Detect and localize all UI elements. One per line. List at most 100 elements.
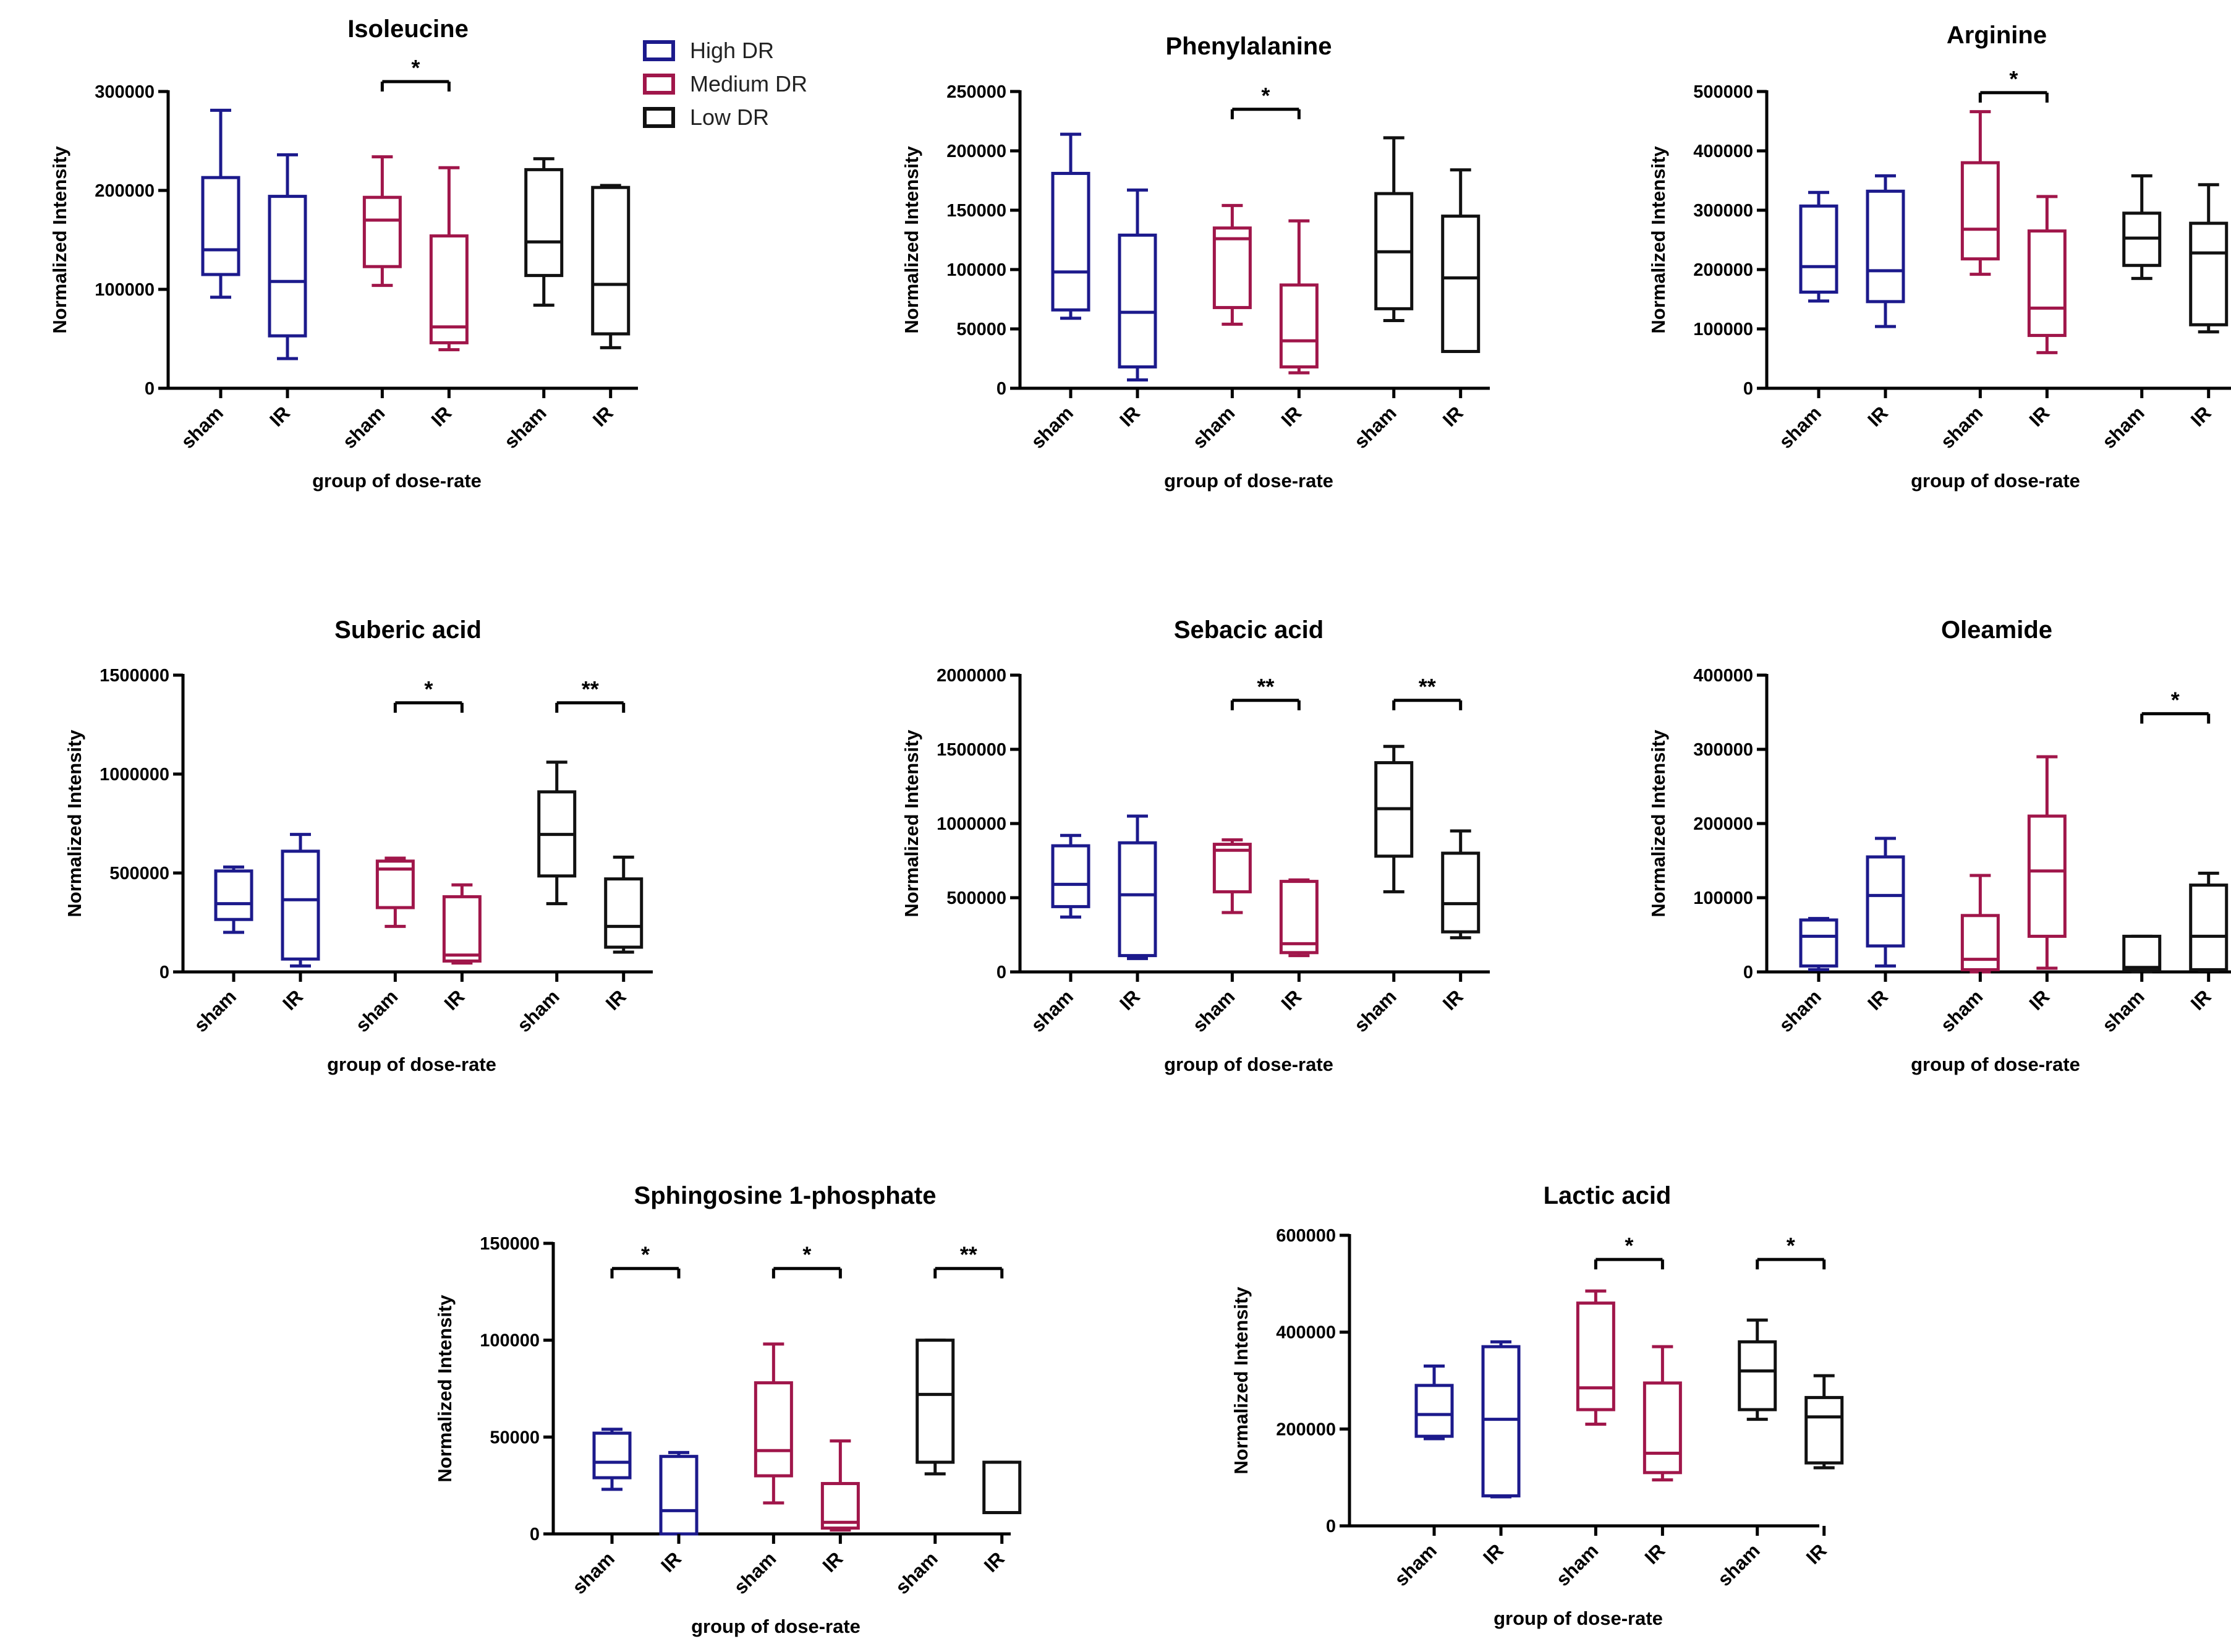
significance-label: * — [641, 1242, 650, 1267]
chart-title: Lactic acid — [1544, 1182, 1672, 1209]
iqr-box — [214, 869, 253, 921]
y-tick-label: 100000 — [946, 260, 1006, 280]
x-tick-label: sham — [1552, 1539, 1602, 1590]
x-tick-label: sham — [1936, 402, 1987, 453]
box-high-dr-sham — [592, 1428, 632, 1491]
y-axis-label: Normalized Intensity — [64, 730, 85, 918]
x-tick-label: IR — [1277, 402, 1306, 431]
y-axis-label: Normalized Intensity — [1647, 730, 1669, 918]
chart-title: Sebacic acid — [1174, 616, 1324, 644]
y-tick-label: 200000 — [1693, 260, 1753, 280]
iqr-box — [2122, 934, 2162, 973]
y-tick-label: 150000 — [480, 1234, 540, 1254]
x-tick-label: IR — [2186, 986, 2216, 1015]
x-tick-label: sham — [1775, 402, 1825, 453]
box-low-dr-sham — [1374, 136, 1414, 323]
significance-bracket: ** — [555, 676, 626, 713]
box-low-dr-sham — [537, 760, 577, 906]
box-high-dr-ir — [659, 1450, 699, 1536]
y-tick-label: 150000 — [946, 201, 1006, 221]
x-tick-label: sham — [2098, 402, 2149, 453]
x-tick-label: IR — [657, 1548, 686, 1577]
significance-label: * — [411, 55, 420, 80]
chart-panel-sphingosine-1-phosphate: Sphingosine 1-phosphate 0 50000 100000 15000… — [434, 1182, 1022, 1637]
x-tick-label: sham — [1188, 986, 1239, 1036]
x-tick-label: IR — [2186, 402, 2216, 431]
chart-title: Suberic acid — [334, 616, 482, 644]
significance-bracket: * — [2140, 687, 2211, 724]
iqr-box — [754, 1381, 793, 1478]
iqr-box — [2027, 229, 2067, 338]
x-axis-label: group of dose-rate — [1494, 1607, 1663, 1629]
y-tick-label: 50000 — [956, 320, 1006, 339]
x-tick-label: sham — [1188, 402, 1239, 453]
iqr-box — [1212, 843, 1252, 893]
iqr-box — [659, 1455, 699, 1536]
x-tick-label: sham — [500, 402, 551, 453]
y-tick-label: 500000 — [109, 864, 169, 883]
iqr-box — [1576, 1301, 1615, 1411]
chart-title: Phenylalanine — [1166, 33, 1332, 60]
y-axis-label: Normalized Intensity — [434, 1295, 456, 1483]
box-medium-dr-sham — [1960, 110, 2000, 276]
legend-label: Low DR — [690, 104, 770, 130]
box-high-dr-sham — [214, 865, 253, 934]
iqr-box — [2189, 221, 2229, 326]
chart-panel-oleamide: Oleamide 0 100000 200000 300000 400000 Normali… — [1647, 616, 2231, 1075]
iqr-box — [429, 234, 469, 344]
chart-panel-sebacic-acid: Sebacic acid 0 500000 1000000 1500000 2000000… — [901, 616, 1490, 1075]
x-tick-label: sham — [568, 1548, 619, 1598]
box-high-dr-sham — [1799, 917, 1838, 971]
x-tick-label: sham — [177, 402, 227, 453]
significance-label: * — [2009, 66, 2018, 92]
legend: High DR Medium DR Low DR — [643, 34, 807, 134]
legend-item-high-dr: High DR — [643, 34, 807, 67]
significance-bracket: * — [610, 1242, 681, 1279]
x-tick-label: IR — [1863, 986, 1892, 1015]
x-tick-label: IR — [1863, 402, 1892, 431]
y-tick-label: 0 — [997, 379, 1006, 399]
significance-bracket: * — [1756, 1233, 1826, 1270]
x-tick-label: IR — [1115, 402, 1144, 431]
iqr-box — [982, 1460, 1022, 1515]
box-low-dr-ir — [1804, 1374, 1844, 1470]
box-medium-dr-ir — [820, 1439, 860, 1532]
chart-panel-isoleucine: Isoleucine 0 100000 200000 300000 Normalized … — [49, 15, 638, 492]
box-medium-dr-ir — [1279, 878, 1319, 958]
y-axis-label: Normalized Intensity — [49, 146, 70, 334]
x-axis-label: group of dose-rate — [1164, 1054, 1333, 1075]
y-axis-label: Normalized Intensity — [901, 730, 922, 918]
y-tick-label: 0 — [159, 963, 169, 982]
box-low-dr-sham — [2122, 174, 2162, 280]
significance-bracket: ** — [933, 1242, 1004, 1279]
chart-title: Isoleucine — [347, 15, 469, 43]
box-low-dr-sham — [916, 1339, 955, 1476]
x-tick-label: IR — [265, 402, 294, 431]
x-tick-label: IR — [1438, 402, 1468, 431]
box-medium-dr-sham — [754, 1342, 793, 1505]
iqr-box — [2189, 883, 2229, 971]
box-high-dr-ir — [1118, 814, 1157, 960]
y-tick-label: 1500000 — [100, 666, 169, 686]
x-tick-label: IR — [1115, 986, 1144, 1015]
iqr-box — [1118, 841, 1157, 958]
iqr-box — [1866, 855, 1905, 948]
x-axis-label: group of dose-rate — [312, 470, 482, 492]
y-axis-label: Normalized Intensity — [901, 146, 922, 334]
box-low-dr-ir — [1441, 829, 1481, 940]
box-low-dr-ir — [2189, 183, 2229, 334]
box-medium-dr-sham — [362, 155, 402, 287]
legend-swatch-high-dr — [643, 40, 675, 61]
y-tick-label: 0 — [1326, 1517, 1336, 1536]
box-low-dr-sham — [1738, 1318, 1777, 1421]
y-tick-label: 200000 — [95, 181, 155, 201]
iqr-box — [362, 195, 402, 268]
iqr-box — [1481, 1345, 1521, 1497]
iqr-box — [1804, 1395, 1844, 1465]
x-axis-label: group of dose-rate — [691, 1616, 861, 1637]
x-tick-label: sham — [338, 402, 389, 453]
iqr-box — [1642, 1381, 1682, 1475]
x-tick-label: IR — [1479, 1539, 1508, 1569]
x-axis-label: group of dose-rate — [1164, 470, 1333, 492]
